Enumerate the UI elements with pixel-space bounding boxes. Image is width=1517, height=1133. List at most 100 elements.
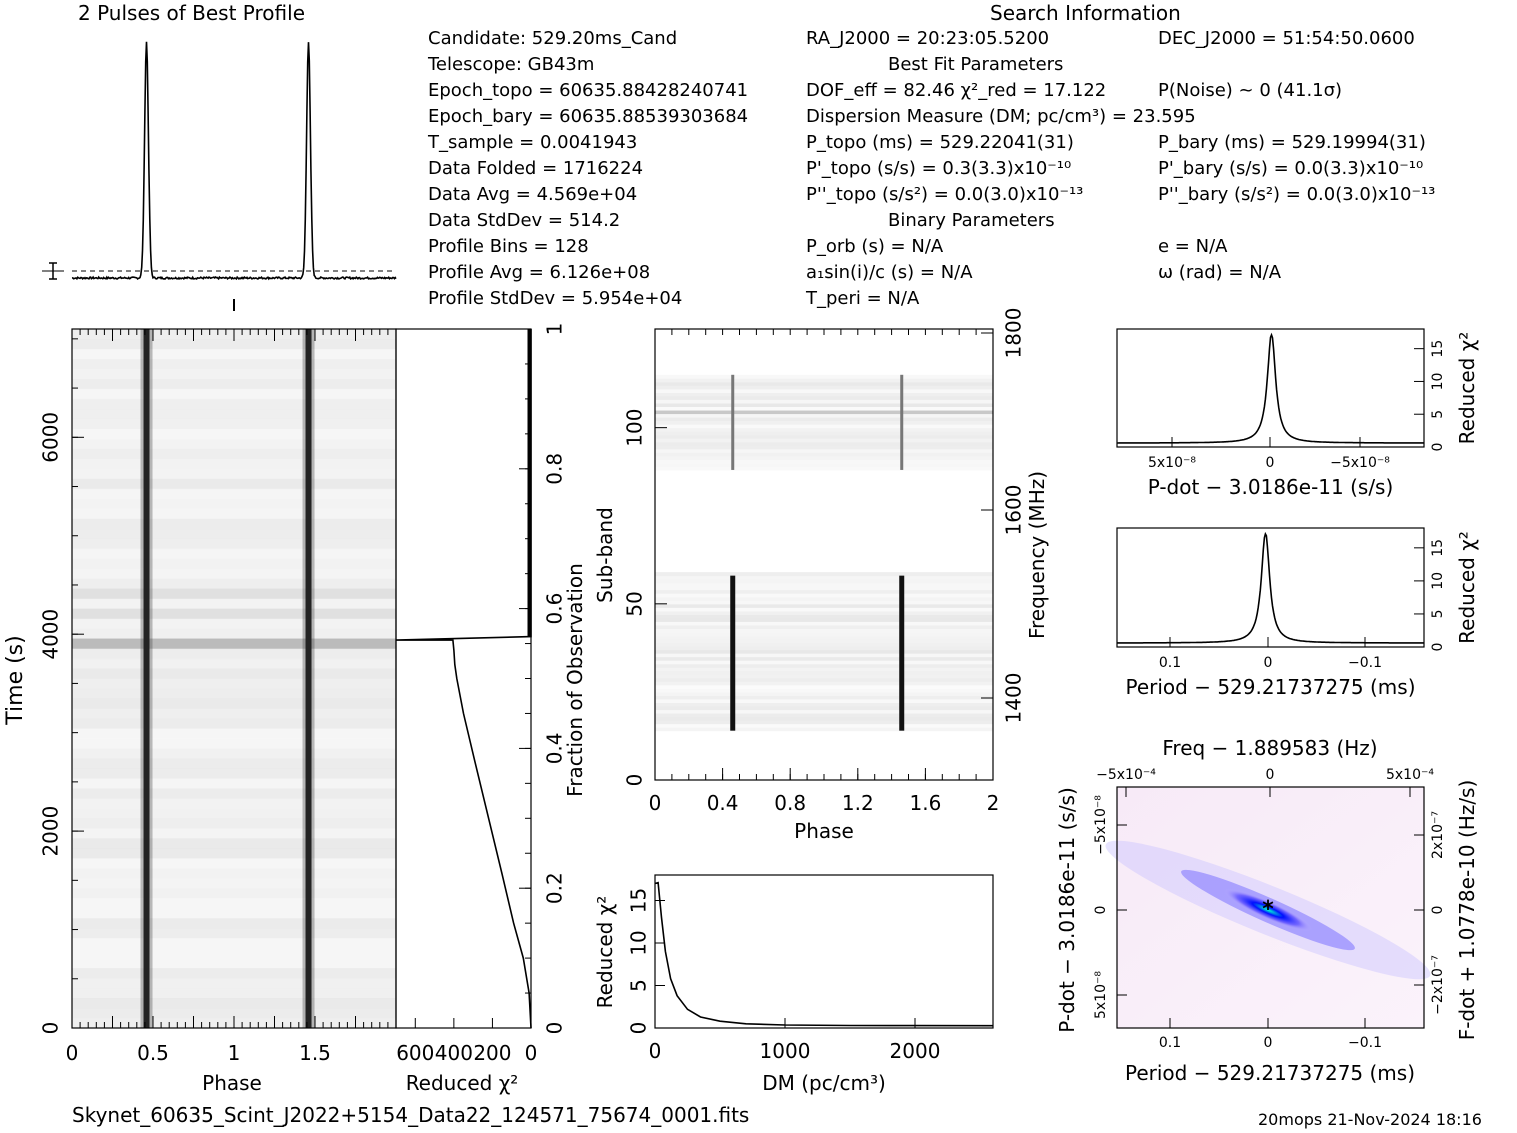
subband-row: [655, 459, 993, 464]
time-phase-row: [72, 448, 396, 460]
subband-row: [655, 374, 993, 379]
info-data-folded: Data Folded = 1716224: [428, 158, 644, 179]
pdot-ylabel: Reduced χ²: [1455, 332, 1479, 445]
subband-row: [655, 713, 993, 718]
pdot-line: [1117, 332, 1424, 444]
time-phase-row: [72, 498, 396, 510]
subband-y2tick: 1800: [1002, 308, 1026, 359]
time-phase-row: [72, 898, 396, 909]
time-phase-row: [72, 958, 396, 969]
info-pbary: P_bary (ms) = 529.19994(31): [1158, 132, 1426, 153]
subband-row: [655, 695, 993, 700]
time-phase-row: [72, 638, 396, 650]
period-xlabel: Period − 529.21737275 (ms): [1125, 675, 1415, 699]
ppd-xtick: −0.1: [1348, 1035, 1382, 1051]
time-phase-row: [72, 768, 396, 779]
subband-row: [655, 441, 993, 446]
info-ra: RA_J2000 = 20:23:05.5200: [806, 28, 1050, 49]
subband-row: [655, 607, 993, 612]
subband-row: [655, 586, 993, 591]
subband-row: [655, 677, 993, 682]
subband-row: [655, 466, 993, 471]
time-phase-row: [72, 518, 396, 530]
ppd-toptick: 5x10⁻⁴: [1386, 767, 1434, 783]
time-phase-pulse-halo-1: [302, 329, 315, 1028]
pdot-frame: [1116, 328, 1425, 448]
info-dec: DEC_J2000 = 51:54:50.0600: [1158, 28, 1415, 49]
time-phase-ytick: 4000: [39, 609, 63, 660]
subband-row: [655, 642, 993, 647]
time-phase-row: [72, 798, 396, 809]
footer-stamp: 20mops 21-Nov-2024 18:16: [1258, 1110, 1482, 1129]
time-phase-row: [72, 988, 396, 999]
subband-row: [655, 624, 993, 629]
subband-row: [655, 388, 993, 393]
binary-title: Binary Parameters: [888, 210, 1055, 231]
time-phase-row: [72, 438, 396, 450]
time-phase-xlabel: Phase: [202, 1071, 262, 1095]
time-phase-row: [72, 828, 396, 839]
p-pdot-plane-plot: * 0.1 0 −0.1 −5x10⁻⁴ 0 5x10⁻⁴ 5x10⁻⁸ 0 −5x10⁻⁸ −2x…: [1055, 736, 1479, 1085]
subband-row: [655, 413, 993, 418]
subband-row: [655, 646, 993, 651]
pdot-ytick: 5: [1430, 410, 1446, 419]
info-ecc: e = N/A: [1158, 236, 1228, 257]
time-phase-row: [72, 688, 396, 699]
pdot-chi-plot: 0 5 10 15 5x10⁻⁸ 0 −5x10⁻⁸ P-dot − 3.0186e-11 (…: [1116, 328, 1479, 499]
time-phase-row: [72, 648, 396, 660]
ppd-ylabel: P-dot − 3.0186e-11 (s/s): [1055, 787, 1079, 1033]
subband-row: [655, 455, 993, 460]
time-phase-row: [72, 618, 396, 630]
dm-ytick: 0: [627, 1022, 651, 1035]
subband-row: [655, 688, 993, 693]
info-telescope: Telescope: GB43m: [428, 54, 595, 75]
dm-chi-plot: 0 1000 2000 0 5 10 15 DM (pc/cm³) Reduced χ²: [593, 874, 994, 1095]
dm-xtick: 1000: [760, 1039, 811, 1063]
subband-row: [655, 395, 993, 400]
time-phase-row: [72, 368, 396, 380]
subband-row: [655, 727, 993, 732]
period-line: [1117, 531, 1424, 644]
time-phase-row: [72, 778, 396, 789]
time-phase-row: [72, 938, 396, 949]
info-pddbary: P''_bary (s/s²) = 0.0(3.0)x10⁻¹³: [1158, 184, 1436, 205]
dm-ytick: 5: [627, 979, 651, 992]
time-phase-ytick: 6000: [39, 412, 63, 463]
time-phase-xtick: 0.5: [137, 1041, 169, 1065]
time-phase-row: [72, 378, 396, 390]
chi-time-xlabel: Reduced χ²: [406, 1071, 519, 1095]
subband-row: [655, 406, 993, 411]
subband-y2tick: 1600: [1002, 485, 1026, 536]
time-phase-row: [72, 548, 396, 560]
subband-xtick: 1.6: [909, 791, 941, 815]
time-phase-row: [72, 858, 396, 869]
info-profile-stddev: Profile StdDev = 5.954e+04: [428, 288, 683, 309]
time-phase-row: [72, 508, 396, 520]
time-phase-row: [72, 708, 396, 719]
ppd-ytick: −5x10⁻⁸: [1093, 795, 1109, 855]
pdot-xtick: −5x10⁻⁸: [1330, 455, 1390, 471]
time-phase-row: [72, 458, 396, 470]
period-ytick: 10: [1430, 572, 1446, 590]
subband-row: [655, 667, 993, 672]
subband-row: [655, 417, 993, 422]
subband-pulse-high-0: [731, 374, 735, 470]
subband-row: [655, 723, 993, 728]
time-phase-ytick: 2000: [39, 806, 63, 857]
subband-row: [655, 720, 993, 725]
info-pdtopo: P'_topo (s/s) = 0.3(3.3)x10⁻¹⁰: [806, 158, 1072, 179]
period-ylabel: Reduced χ²: [1455, 531, 1479, 644]
subband-row: [655, 593, 993, 598]
time-phase-row: [72, 468, 396, 480]
subband-row: [655, 610, 993, 615]
subband-xlabel: Phase: [794, 819, 854, 843]
subband-y2label: Frequency (MHz): [1025, 471, 1049, 639]
pdot-xtick: 0: [1266, 455, 1275, 471]
subband-row: [655, 462, 993, 467]
subband-row: [655, 431, 993, 436]
time-phase-row: [72, 1008, 396, 1019]
period-xtick: 0.1: [1159, 655, 1181, 671]
time-phase-row: [72, 338, 396, 350]
time-phase-row: [72, 348, 396, 360]
